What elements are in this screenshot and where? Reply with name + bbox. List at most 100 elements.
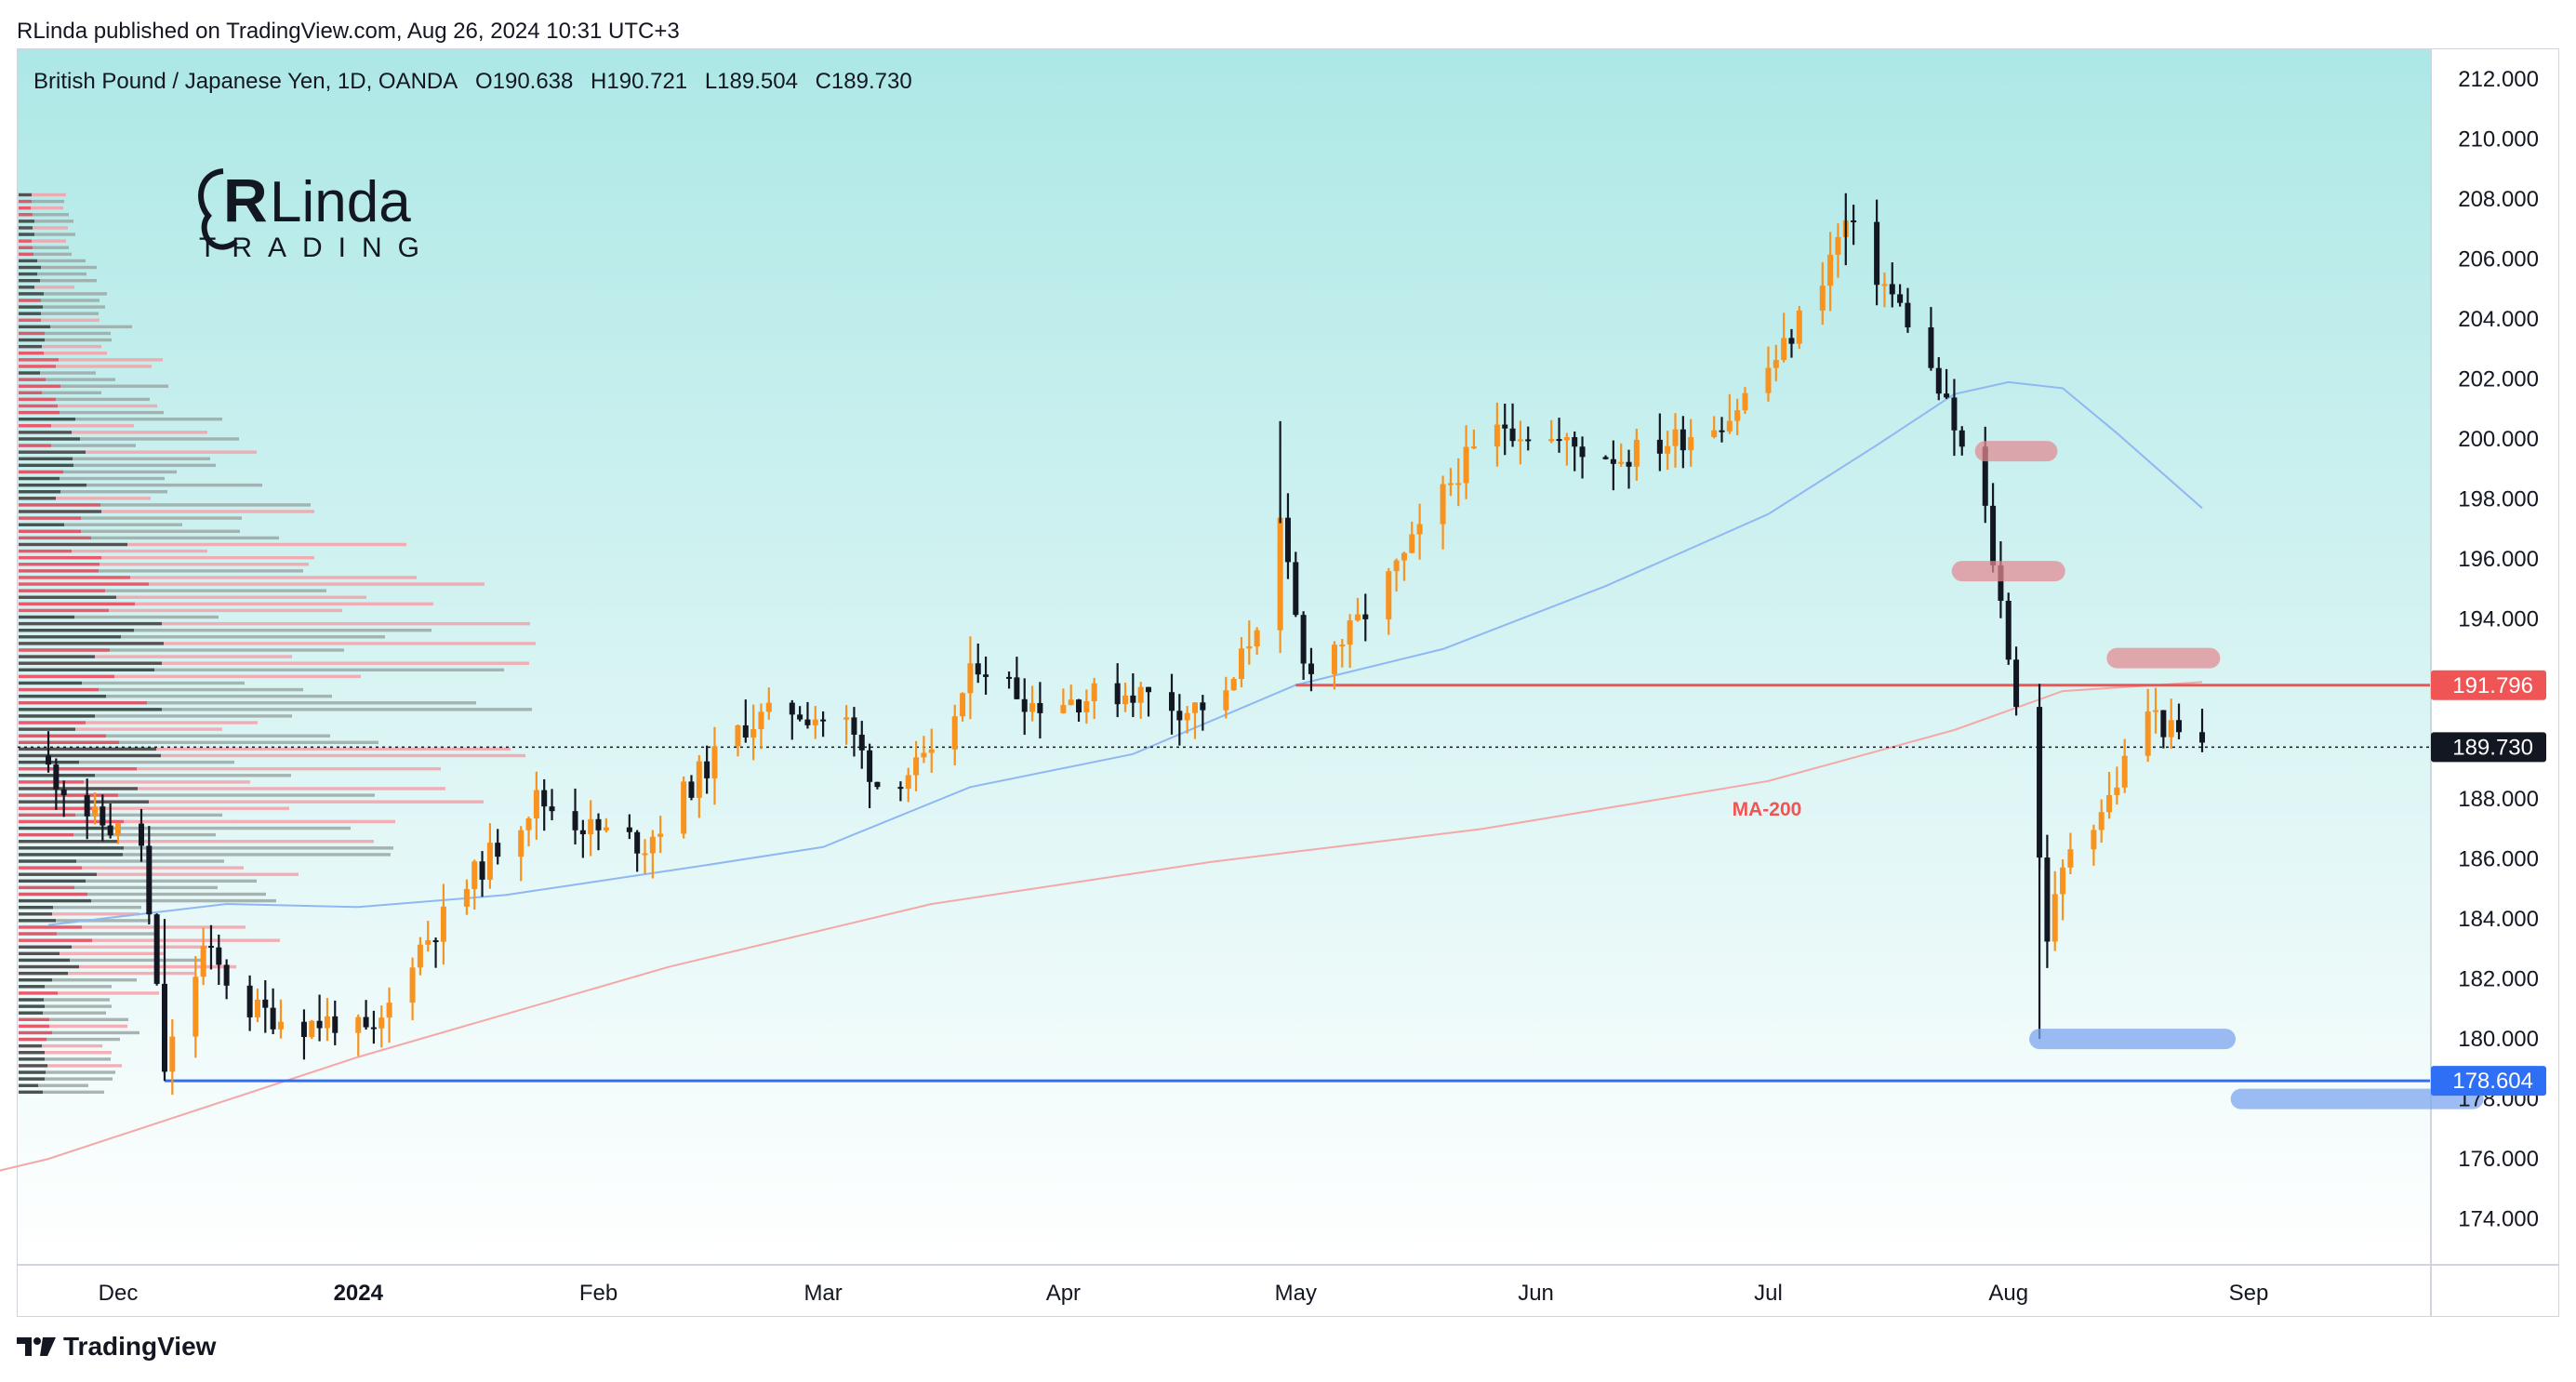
footer-brand[interactable]: TradingView [63, 1332, 217, 1361]
candle-body [440, 906, 446, 942]
publisher-caption: RLinda published on TradingView.com, Aug… [17, 19, 680, 44]
volume-profile-bar [19, 774, 291, 777]
symbol-name[interactable]: British Pound / Japanese Yen, 1D, OANDA [33, 69, 458, 94]
candle-body [1548, 439, 1555, 442]
candle-body [2067, 849, 2074, 868]
volume-profile-bar-core [19, 958, 70, 963]
volume-profile-bar [19, 457, 210, 460]
candle-body [332, 1016, 339, 1033]
volume-profile-bar [19, 661, 529, 665]
volume-profile-bar [19, 866, 244, 870]
candle-body [843, 717, 850, 720]
candle-body [1827, 254, 1834, 286]
candle-body [967, 663, 974, 694]
candle-body [711, 746, 718, 778]
candle-body [92, 806, 99, 817]
volume-profile-bar-core [19, 648, 110, 652]
candle-body [1680, 429, 1686, 451]
volume-profile-bar [19, 905, 141, 910]
volume-profile-bar [19, 384, 168, 388]
candle-body [1889, 284, 1895, 295]
candle-body [1897, 294, 1904, 303]
price-label-box [2431, 670, 2546, 700]
candle-body [1905, 302, 1911, 328]
volume-profile-bar-core [19, 582, 149, 586]
volume-profile-bar [19, 708, 532, 711]
volume-profile-bar-core [19, 286, 34, 289]
volume-profile-bar-core [19, 681, 82, 685]
y-tick-label: 202.000 [2458, 367, 2539, 392]
candle-body [1672, 429, 1679, 446]
volume-profile-bar [19, 404, 157, 408]
volume-profile-bar [19, 971, 194, 976]
volume-profile-bar [19, 516, 242, 520]
volume-profile-bar [19, 760, 234, 764]
price-label-text: 191.796 [2452, 673, 2533, 698]
candle-body [495, 843, 501, 857]
volume-profile-bar-core [19, 853, 123, 857]
ma-50-line [47, 380, 2203, 926]
candle-body [1959, 430, 1965, 447]
x-tick-label: Sep [2229, 1281, 2269, 1306]
volume-profile-bar-core [19, 642, 164, 645]
high-value: H190.721 [591, 69, 688, 94]
candle-body [1447, 483, 1454, 485]
candle-body [742, 724, 749, 738]
candle-body [1347, 620, 1353, 645]
candle-body [1626, 461, 1632, 467]
candle-body [2160, 710, 2167, 738]
volume-profile-bar-core [19, 1064, 47, 1068]
candle-body [858, 734, 865, 751]
candle-body [1935, 367, 1942, 394]
svg-text:TRADING: TRADING [199, 233, 435, 263]
y-tick-label: 206.000 [2458, 247, 2539, 272]
candle-body [579, 830, 586, 835]
volume-profile-bar [19, 635, 385, 639]
volume-profile-bar [19, 780, 250, 784]
tradingview-logo-icon[interactable] [17, 1335, 56, 1358]
volume-profile-bar-core [19, 945, 72, 949]
volume-profile-bar [19, 978, 137, 982]
volume-profile-bar [19, 885, 218, 890]
candle-body [1470, 446, 1477, 449]
candle-body [153, 914, 160, 984]
volume-profile-bar [19, 365, 152, 368]
candle-body [355, 1017, 362, 1033]
candle-body [1339, 644, 1346, 647]
volume-profile-bar-core [19, 1070, 46, 1074]
volume-profile-bar-core [19, 279, 40, 283]
candle-body [1711, 430, 1718, 437]
candle-body [1238, 648, 1244, 680]
candle-body [1688, 436, 1694, 451]
candle-body [960, 693, 966, 717]
volume-profile-bar [19, 985, 112, 989]
open-value: O190.638 [474, 69, 574, 94]
volume-profile-bar-core [19, 1077, 45, 1081]
volume-profile-bar-core [19, 951, 60, 956]
candle-body [386, 1003, 392, 1018]
x-tick-label: 2024 [334, 1281, 384, 1306]
volume-profile-bar-core [19, 866, 82, 870]
candle-body [1881, 284, 1888, 286]
candle-body [53, 764, 60, 790]
candle-body [1665, 445, 1671, 454]
volume-profile-bar [19, 1077, 113, 1081]
chart-frame [17, 48, 2559, 1317]
volume-profile-bar [19, 569, 303, 573]
volume-profile-bar-core [19, 985, 45, 989]
volume-profile-bar-core [19, 1090, 43, 1095]
candle-body [1068, 699, 1074, 706]
volume-profile-bar [19, 1037, 120, 1042]
candle-body [1284, 517, 1291, 563]
candle-body [1633, 439, 1640, 467]
volume-profile-bar-core [19, 312, 41, 315]
volume-profile-bar-core [19, 1011, 43, 1015]
y-tick-label: 180.000 [2458, 1027, 2539, 1052]
volume-profile-bar [19, 806, 289, 810]
candle-body [874, 781, 881, 788]
candle-body [851, 717, 857, 735]
time-axis: Dec 2024 Feb Mar Apr May Jun Jul Aug Sep [99, 1281, 2269, 1306]
candlesticks [46, 193, 2206, 1096]
volume-profile-bar-core [19, 292, 44, 296]
